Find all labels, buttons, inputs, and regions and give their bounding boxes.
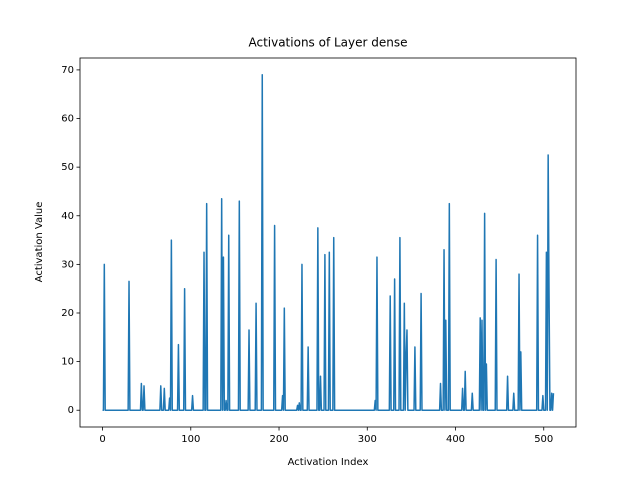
y-tick-label: 70: [61, 65, 74, 76]
x-tick-label: 300: [358, 434, 377, 445]
y-tick-label: 50: [61, 162, 74, 173]
x-tick-label: 500: [534, 434, 553, 445]
chart-title: Activations of Layer dense: [248, 36, 407, 50]
x-tick-label: 400: [446, 434, 465, 445]
y-tick-label: 30: [61, 259, 74, 270]
data-line: [102, 74, 555, 411]
x-tick-label: 200: [269, 434, 288, 445]
y-tick-label: 10: [61, 357, 74, 368]
y-tick-label: 40: [61, 211, 74, 222]
y-tick-label: 0: [68, 405, 74, 416]
x-tick-label: 0: [99, 434, 105, 445]
plot-frame: [79, 57, 577, 428]
y-tick-label: 20: [61, 308, 74, 319]
x-axis-label: Activation Index: [288, 457, 369, 468]
y-axis-label: Activation Value: [34, 202, 45, 283]
y-tick-label: 60: [61, 114, 74, 125]
x-tick-label: 100: [181, 434, 200, 445]
